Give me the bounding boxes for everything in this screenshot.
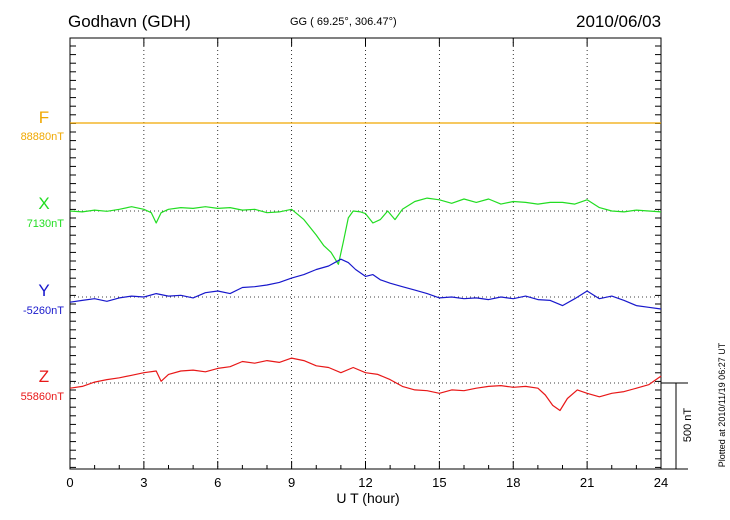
x-tick-label: 24 [654, 475, 668, 490]
baseline-label-f: 88880nT [20, 131, 64, 143]
baseline-label-z: 55860nT [20, 391, 64, 403]
series-name-z: Z [38, 367, 50, 386]
x-tick-label: 15 [432, 475, 446, 490]
baseline-label-y: -5260nT [23, 305, 64, 317]
x-tick-label: 9 [288, 475, 295, 490]
coordinates-label: GG ( 69.25°, 306.47°) [290, 16, 397, 28]
x-tick-label: 3 [140, 475, 147, 490]
series-name-x: X [38, 194, 50, 213]
scale-bar-label: 500 nT [682, 407, 694, 443]
x-tick-label: 12 [358, 475, 372, 490]
series-name-f: F [38, 108, 50, 127]
x-tick-label: 6 [214, 475, 221, 490]
plotted-timestamp: Plotted at 2010/11/19 06:27 UT [717, 342, 727, 468]
series-line-y [69, 258, 662, 310]
station-title: Godhavn (GDH) [68, 12, 191, 31]
x-axis-title: U T (hour) [336, 490, 400, 506]
date-label: 2010/06/03 [576, 12, 662, 31]
baseline-label-x: 7130nT [26, 218, 64, 230]
series-name-y: Y [38, 281, 50, 300]
series-line-x [69, 197, 662, 265]
series-line-z [69, 357, 662, 412]
x-tick-label: 21 [580, 475, 594, 490]
x-tick-label: 18 [506, 475, 520, 490]
x-tick-label: 0 [66, 475, 73, 490]
